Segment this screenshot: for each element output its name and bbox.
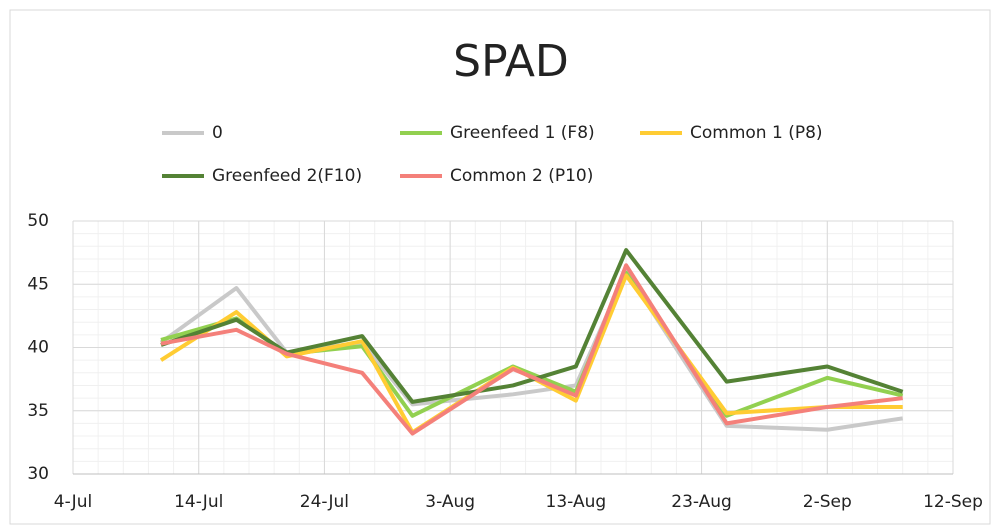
legend-label: Greenfeed 1 (F8)	[450, 123, 595, 143]
x-tick-label: 12-Sep	[923, 492, 983, 512]
series-line	[160, 263, 903, 436]
x-tick-label: 24-Jul	[300, 492, 349, 512]
y-tick-label: 30	[27, 464, 49, 484]
y-tick-label: 45	[27, 274, 49, 294]
series-line	[160, 248, 904, 404]
x-tick-label: 14-Jul	[174, 492, 223, 512]
legend-label: Common 1 (P8)	[690, 123, 823, 143]
legend-label: Common 2 (P10)	[450, 166, 593, 186]
y-tick-label: 40	[27, 338, 49, 358]
series-line	[159, 269, 904, 432]
y-tick-label: 35	[27, 401, 49, 421]
x-tick-label: 13-Aug	[546, 492, 607, 512]
x-tick-label: 23-Aug	[671, 492, 732, 512]
x-tick-label: 3-Aug	[425, 492, 475, 512]
y-tick-label: 50	[27, 211, 49, 231]
chart-title: SPAD	[453, 36, 569, 87]
x-tick-label: 2-Sep	[803, 492, 852, 512]
x-tick-label: 4-Jul	[54, 492, 92, 512]
legend-label: 0	[212, 123, 223, 143]
legend-label: Greenfeed 2(F10)	[212, 166, 362, 186]
